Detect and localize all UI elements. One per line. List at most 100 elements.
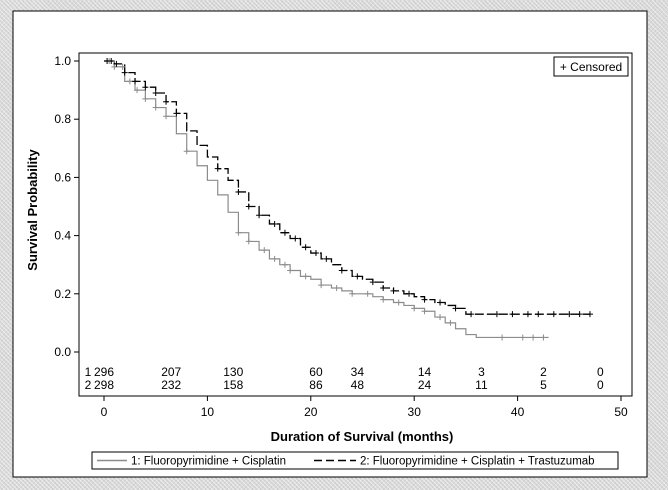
censor-legend: + Censored [553, 56, 629, 77]
censor-mark-series-2 [281, 229, 288, 236]
risk-count: 0 [597, 378, 604, 392]
censor-mark-series-2 [302, 244, 309, 251]
legend-label-series-1: 1: Fluoropyrimidine + Cisplatin [131, 456, 286, 468]
risk-count: 2 [540, 365, 547, 379]
x-tick-label: 10 [201, 405, 215, 419]
risk-count: 3 [478, 365, 485, 379]
censor-mark-series-2 [338, 267, 345, 274]
censor-mark-series-2 [292, 235, 299, 242]
censor-mark-series-2 [354, 273, 361, 280]
censor-mark-series-1 [447, 319, 454, 326]
censor-mark-series-2 [214, 165, 221, 172]
censor-mark-series-2 [452, 305, 459, 312]
censor-mark-series-1 [421, 308, 428, 315]
censor-mark-series-1 [395, 299, 402, 306]
censor-mark-series-1 [318, 282, 325, 289]
number-at-risk-table: 1 296 207 130 60 34 14 3 2 02 298 232 158 86 48 24 11 5 0 [85, 365, 604, 392]
censor-mark-series-2 [323, 255, 330, 262]
risk-count: 48 [351, 378, 365, 392]
y-tick-label: 0.0 [54, 345, 71, 359]
y-tick-label: 0.2 [54, 287, 71, 301]
censor-mark-series-2 [121, 69, 128, 76]
censor-mark-series-1 [302, 273, 309, 280]
y-tick-label: 0.8 [54, 112, 71, 126]
risk-count: 232 [161, 378, 181, 392]
risk-count: 24 [418, 378, 432, 392]
censor-mark-series-2 [468, 311, 475, 318]
censor-mark-series-2 [173, 110, 180, 117]
censor-mark-series-2 [586, 311, 593, 318]
censor-mark-series-2 [566, 311, 573, 318]
risk-count: 86 [309, 378, 323, 392]
risk-count: 207 [161, 365, 181, 379]
censor-mark-series-1 [499, 334, 506, 341]
risk-count: 60 [309, 365, 323, 379]
legend-label-series-2: 2: Fluoropyrimidine + Cisplatin + Trastu… [360, 456, 595, 468]
censor-mark-series-1 [519, 334, 526, 341]
censor-mark-series-1 [183, 148, 190, 155]
censor-mark-series-2 [421, 296, 428, 303]
censor-mark-series-2 [369, 279, 376, 286]
censor-legend-label: + Censored [560, 60, 622, 74]
censor-mark-series-1 [134, 87, 141, 94]
censor-mark-series-2 [271, 220, 278, 227]
censor-mark-series-2 [390, 287, 397, 294]
y-axis-ticks: 0.0 0.2 0.4 0.6 0.8 1.0 [54, 54, 79, 359]
x-axis-title: Duration of Survival (months) [271, 429, 454, 444]
censor-mark-series-2 [535, 311, 542, 318]
x-tick-label: 50 [614, 405, 628, 419]
censor-mark-series-2 [312, 250, 319, 257]
y-tick-label: 1.0 [54, 54, 71, 68]
censor-mark-series-1 [411, 305, 418, 312]
series-legend: 1: Fluoropyrimidine + Cisplatin 2: Fluor… [91, 451, 619, 470]
censor-mark-series-1 [261, 247, 268, 254]
y-axis-title: Survival Probability [25, 149, 40, 271]
y-tick-label: 0.4 [54, 229, 71, 243]
risk-count: 0 [597, 365, 604, 379]
censor-mark-series-1 [281, 261, 288, 268]
censor-mark-series-2 [108, 58, 115, 64]
censor-mark-series-2 [163, 98, 170, 105]
censor-mark-series-2 [406, 290, 413, 297]
censor-marks [104, 58, 593, 341]
censor-mark-series-1 [126, 78, 133, 85]
censor-mark-series-2 [380, 284, 387, 291]
censor-mark-series-2 [437, 299, 444, 306]
censor-mark-series-1 [540, 334, 547, 341]
x-tick-label: 0 [101, 405, 108, 419]
risk-count: 5 [540, 378, 547, 392]
censor-mark-series-1 [119, 63, 126, 70]
censor-mark-series-1 [530, 334, 537, 341]
censor-mark-series-1 [349, 290, 356, 297]
censor-mark-series-1 [235, 229, 242, 236]
censor-mark-series-1 [163, 113, 170, 120]
risk-count: 298 [94, 378, 114, 392]
censor-mark-series-1 [333, 284, 340, 291]
censor-mark-series-2 [493, 311, 500, 318]
risk-count: 14 [418, 365, 432, 379]
censor-mark-series-2 [142, 84, 149, 91]
censor-mark-series-2 [256, 212, 263, 219]
risk-count: 130 [223, 365, 243, 379]
censor-mark-series-1 [271, 255, 278, 262]
censor-mark-series-2 [576, 311, 583, 318]
censor-mark-series-2 [152, 90, 159, 97]
censor-mark-series-1 [380, 296, 387, 303]
x-tick-label: 20 [304, 405, 318, 419]
censor-mark-series-1 [245, 238, 252, 245]
x-tick-label: 40 [511, 405, 525, 419]
figure-panel [12, 10, 648, 478]
censor-mark-series-2 [509, 311, 516, 318]
risk-count: 11 [475, 378, 488, 392]
censor-legend-box [553, 56, 629, 77]
censor-mark-series-1 [364, 290, 371, 297]
risk-row-label: 1 [85, 365, 92, 379]
censor-mark-series-1 [142, 95, 149, 102]
censor-mark-series-2 [132, 78, 139, 85]
censor-mark-series-1 [152, 104, 159, 111]
censor-mark-series-2 [113, 60, 120, 67]
y-tick-label: 0.6 [54, 170, 71, 184]
survival-curve-series-2 [104, 60, 590, 315]
x-tick-label: 30 [408, 405, 422, 419]
